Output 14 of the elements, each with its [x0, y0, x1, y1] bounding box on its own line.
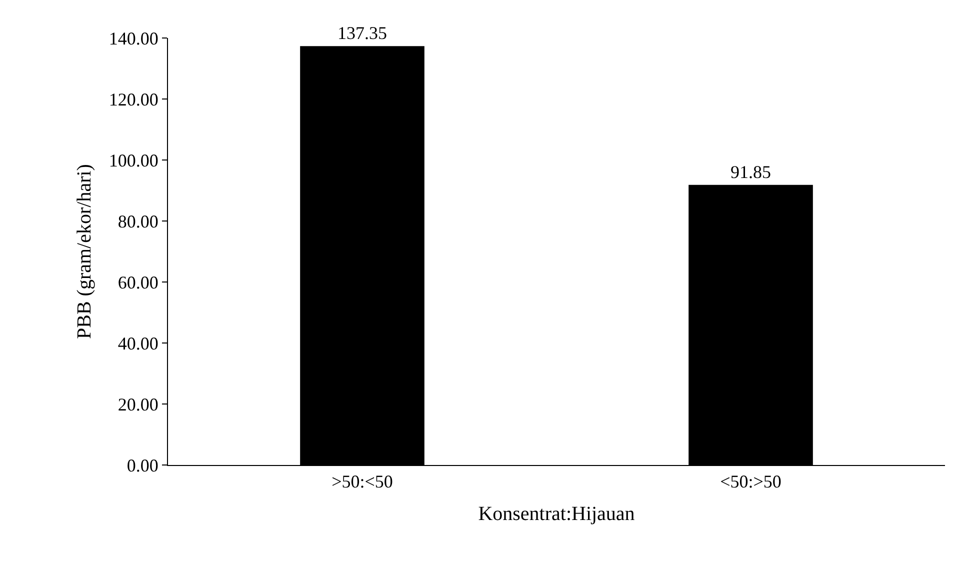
x-axis-title: Konsentrat:Hijauan [478, 503, 635, 526]
y-tick-label: 140.00 [108, 28, 158, 48]
data-label: 137.35 [338, 23, 387, 44]
y-tick-label: 120.00 [108, 89, 158, 110]
x-tick-label: <50:>50 [720, 472, 782, 492]
y-axis-title: PBB (gram/ekor/hari) [73, 164, 96, 339]
y-tick-label: 80.00 [118, 211, 158, 232]
y-tick-label: 100.00 [108, 150, 158, 170]
data-label: 91.85 [730, 162, 771, 182]
y-tick-label: 40.00 [118, 333, 158, 354]
y-tick-label: 0.00 [126, 455, 158, 476]
y-tick-label: 20.00 [118, 394, 158, 414]
y-tick-label: 60.00 [118, 272, 158, 292]
x-tick-label: >50:<50 [332, 472, 393, 492]
